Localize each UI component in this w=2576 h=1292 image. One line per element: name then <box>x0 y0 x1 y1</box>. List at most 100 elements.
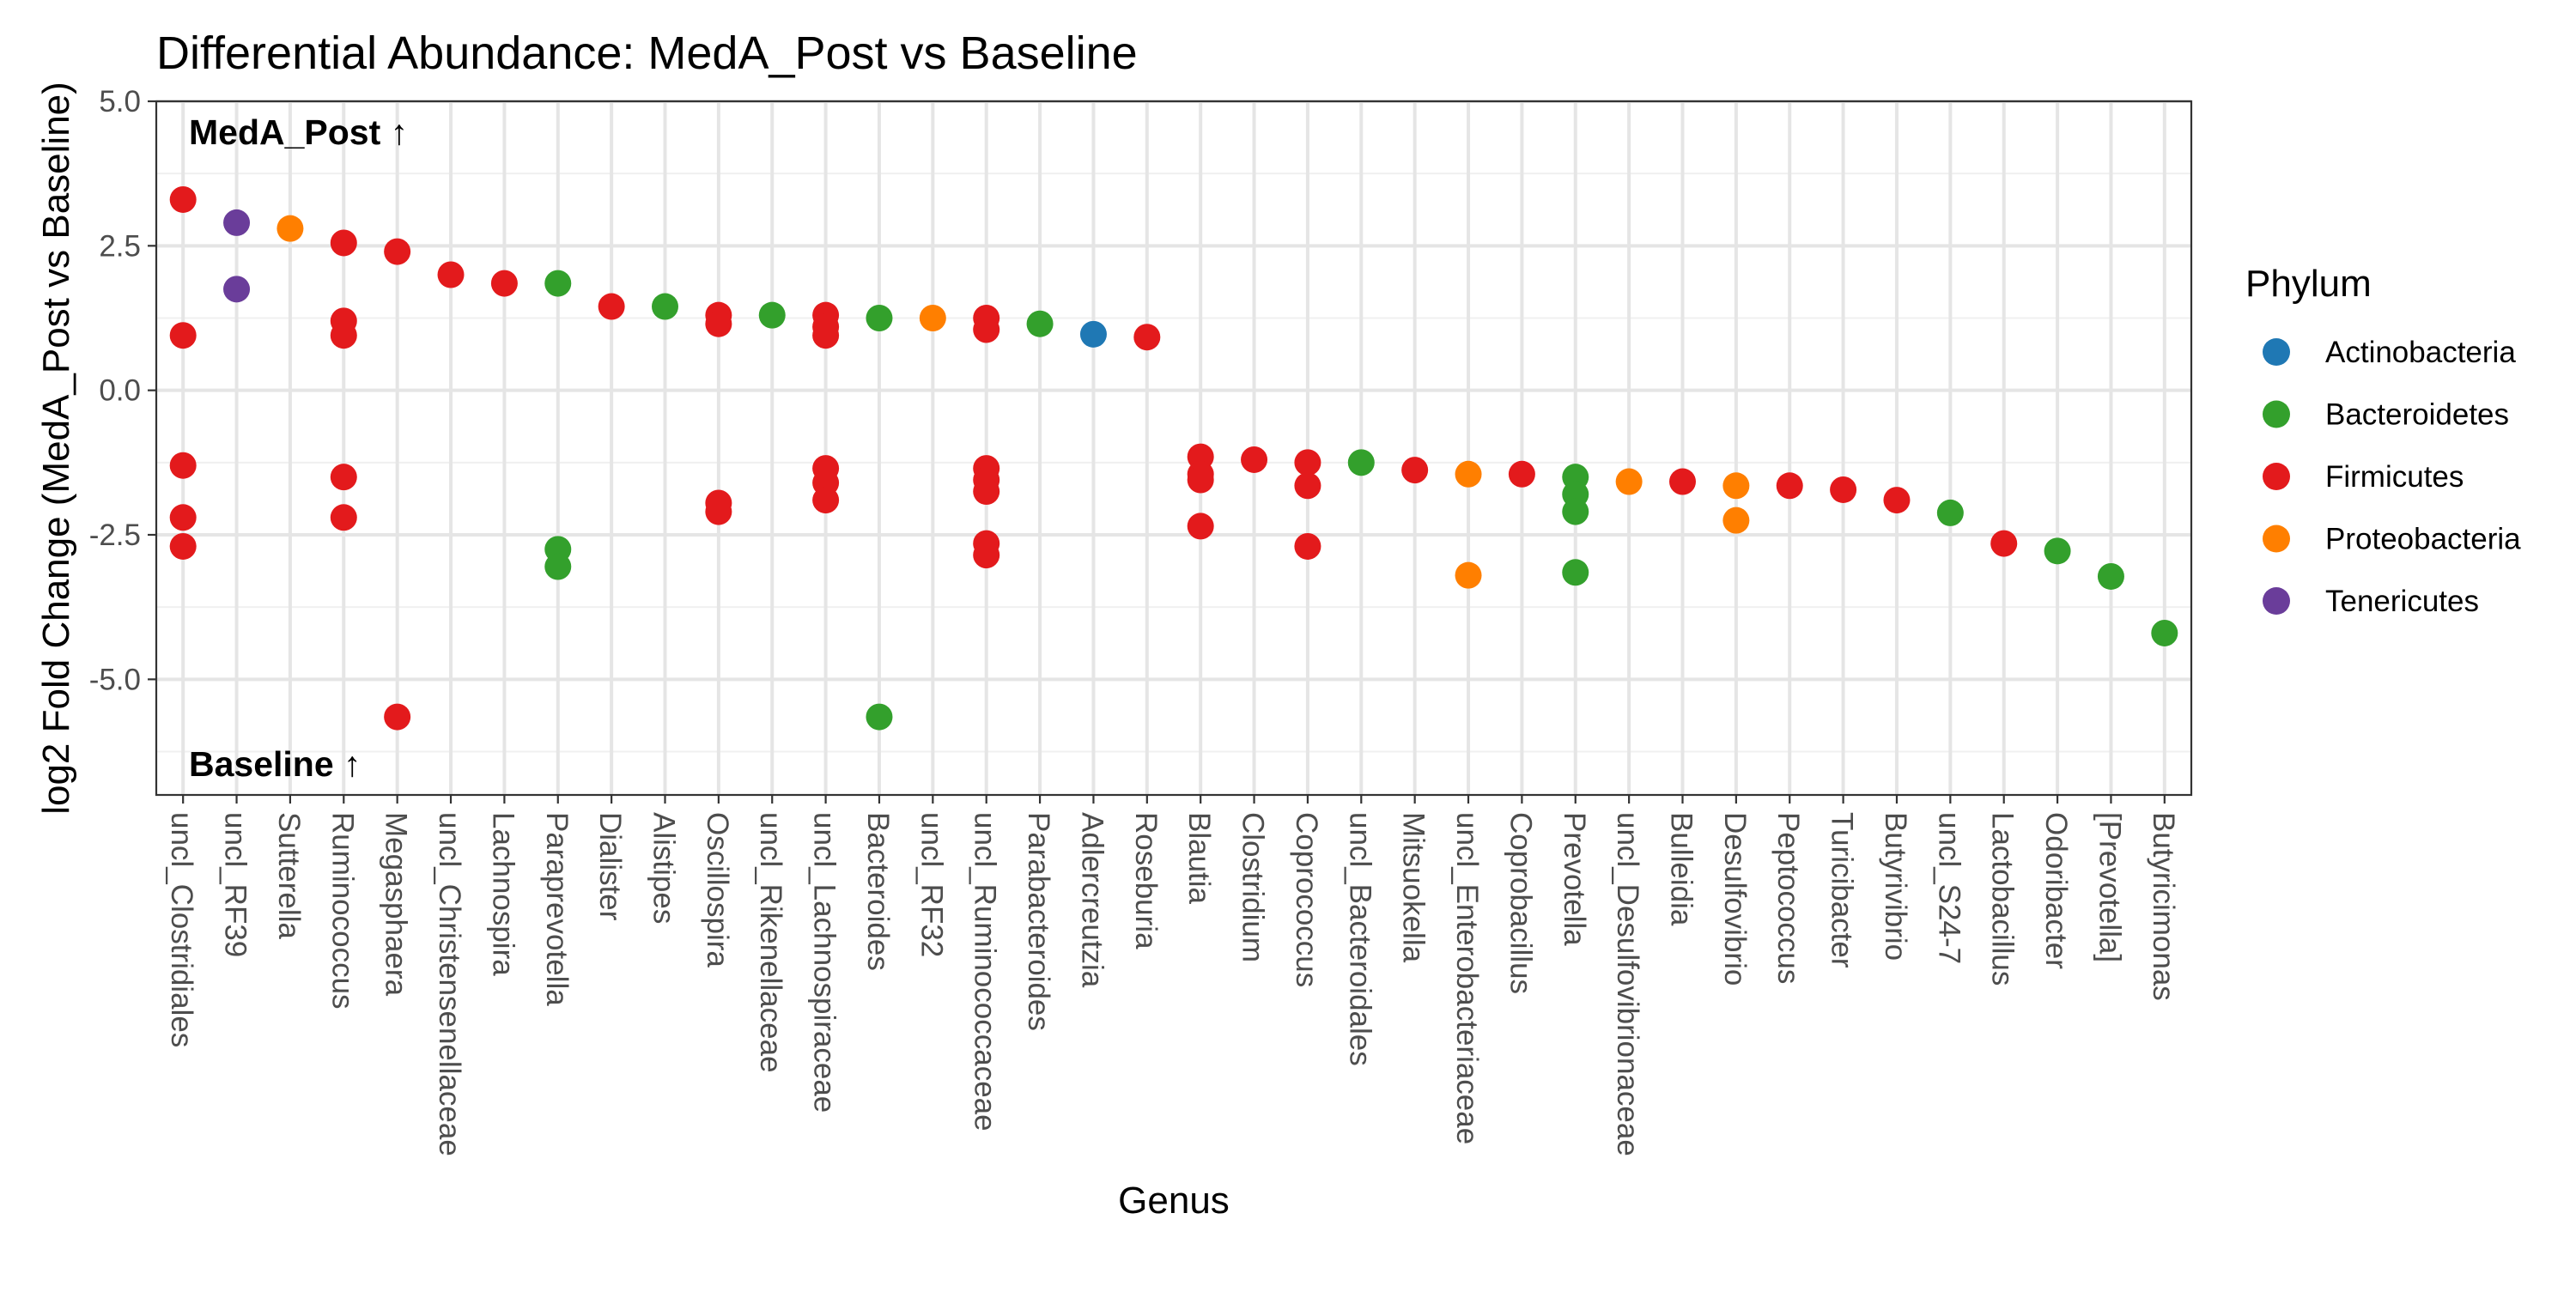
x-tick-label: Megasphaera <box>380 812 413 997</box>
x-tick-label: Alistipes <box>647 812 681 924</box>
x-tick-label: uncl_Christensenellaceae <box>433 812 466 1156</box>
x-tick-label: Mitsuokella <box>1397 812 1431 963</box>
data-point <box>1508 460 1535 488</box>
data-point <box>1241 446 1268 473</box>
x-tick-label: uncl_S24-7 <box>1932 812 1965 964</box>
data-point <box>1133 324 1161 351</box>
data-point <box>866 305 893 331</box>
x-tick-label: Dialister <box>593 812 627 921</box>
data-point <box>384 703 411 731</box>
legend-key <box>2263 400 2290 428</box>
x-axis: uncl_Clostridiales uncl_RF39 Sutterella Rum… <box>165 795 2180 1156</box>
data-point <box>384 238 411 265</box>
x-tick-label: Bulleidia <box>1665 812 1698 926</box>
data-point <box>1026 310 1054 337</box>
data-point <box>1347 449 1375 476</box>
x-tick-label: uncl_Desulfovibrionaceae <box>1611 812 1644 1156</box>
data-point <box>598 293 625 320</box>
x-tick-label: Lactobacillus <box>1986 812 2020 986</box>
data-point <box>973 542 1000 569</box>
x-tick-label: uncl_Rikenellaceae <box>754 812 787 1073</box>
x-axis-label: Genus <box>1118 1180 1230 1222</box>
legend-key <box>2263 587 2290 615</box>
x-tick-label: Desulfovibrio <box>1718 812 1752 986</box>
data-point <box>2044 537 2071 565</box>
data-point <box>490 270 518 297</box>
legend-label: Bacteroidetes <box>2325 398 2509 432</box>
data-point <box>1562 498 1589 525</box>
y-tick-label: -5.0 <box>89 663 141 696</box>
plot-panel-border <box>155 100 2193 797</box>
data-point <box>330 229 357 257</box>
data-point <box>812 487 840 514</box>
x-tick-label: Bacteroides <box>861 812 895 971</box>
data-point <box>169 532 197 560</box>
x-tick-label: [Prevotella] <box>2093 812 2126 962</box>
legend-label: Firmicutes <box>2325 460 2464 494</box>
x-tick-label: Butyrivibrio <box>1879 812 1912 961</box>
data-point <box>1294 532 1321 560</box>
x-tick-label: uncl_RF32 <box>914 812 948 957</box>
data-point <box>1079 320 1107 348</box>
data-point <box>544 270 572 297</box>
data-point <box>1669 468 1696 495</box>
annotation-meda-post: MedA_Post ↑ <box>189 112 408 152</box>
data-point <box>223 209 251 236</box>
x-tick-label: Parabacteroides <box>1022 812 1055 1031</box>
x-tick-label: Ruminococcus <box>325 812 359 1010</box>
data-point <box>223 276 251 303</box>
x-tick-label: Turicibacter <box>1826 812 1859 968</box>
x-tick-label: Roseburia <box>1129 812 1163 949</box>
data-point <box>812 322 840 349</box>
data-point <box>2097 562 2124 590</box>
x-tick-label: Paraprevotella <box>540 812 574 1006</box>
x-tick-label: Clostridium <box>1236 812 1270 962</box>
data-point <box>330 504 357 531</box>
data-point <box>330 322 357 349</box>
y-tick-label: -2.5 <box>89 519 141 552</box>
legend-entries: Actinobacteria Bacteroidetes Firmicutes Pro… <box>2263 336 2521 618</box>
y-tick-label: 5.0 <box>99 85 141 118</box>
legend-label: Actinobacteria <box>2325 336 2516 369</box>
legend-label: Proteobacteria <box>2325 523 2521 556</box>
y-tick-label: 0.0 <box>99 374 141 408</box>
x-tick-label: Peptococcus <box>1771 812 1805 984</box>
points-layer <box>169 185 2178 731</box>
data-point <box>973 316 1000 343</box>
data-point <box>866 703 893 731</box>
annotation-baseline: Baseline ↑ <box>189 744 361 784</box>
data-point <box>2151 619 2178 646</box>
data-point <box>1455 460 1482 488</box>
chart-title: Differential Abundance: MedA_Post vs Bas… <box>156 27 1138 79</box>
data-point <box>437 261 465 288</box>
legend: Phylum Actinobacteria Bacteroidetes Firmic… <box>2245 263 2521 618</box>
data-point <box>1936 499 1964 526</box>
x-tick-label: Blautia <box>1182 812 1216 905</box>
data-point <box>1830 476 1857 503</box>
x-tick-label: Coprococcus <box>1290 812 1323 987</box>
data-point <box>169 185 197 213</box>
x-tick-label: uncl_Lachnospiraceae <box>808 812 841 1113</box>
x-tick-label: Coprobacillus <box>1504 812 1537 994</box>
data-point <box>1294 472 1321 500</box>
x-tick-label: Sutterella <box>272 812 306 939</box>
legend-title: Phylum <box>2245 263 2372 305</box>
x-tick-label: Lachnospira <box>486 812 519 976</box>
y-axis: 5.0 2.5 0.0 -2.5 -5.0 <box>89 85 156 696</box>
data-point <box>1187 513 1214 540</box>
data-point <box>1401 457 1429 484</box>
data-point <box>1455 561 1482 589</box>
x-tick-label: uncl_Enterobacteriaceae <box>1450 812 1484 1144</box>
legend-label: Tenericutes <box>2325 585 2479 618</box>
data-point <box>1562 559 1589 586</box>
legend-key <box>2263 525 2290 553</box>
data-point <box>919 305 946 331</box>
data-point <box>705 310 732 337</box>
x-tick-label: Butyricimonas <box>2147 812 2180 1001</box>
data-point <box>652 293 678 320</box>
x-tick-label: Adlercreutzia <box>1075 812 1109 988</box>
data-point <box>169 452 197 479</box>
